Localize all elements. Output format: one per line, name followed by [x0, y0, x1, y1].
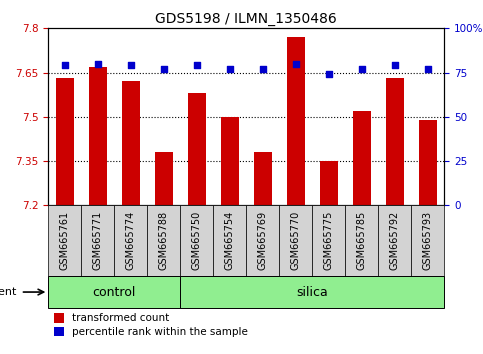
Bar [56, 79, 74, 205]
Bar [345, 205, 378, 276]
Text: silica: silica [297, 286, 328, 298]
Bar [48, 276, 180, 308]
Point [226, 66, 234, 72]
Text: GSM665770: GSM665770 [291, 211, 301, 270]
Bar [180, 205, 213, 276]
Text: GSM665792: GSM665792 [390, 211, 400, 270]
Bar [287, 37, 305, 205]
Bar [254, 152, 272, 205]
Text: GSM665761: GSM665761 [60, 211, 70, 270]
Bar [313, 205, 345, 276]
Bar [213, 205, 246, 276]
Bar [89, 67, 107, 205]
Bar [114, 205, 147, 276]
Bar [412, 205, 444, 276]
Point [259, 66, 267, 72]
Bar [386, 79, 404, 205]
Text: GSM665750: GSM665750 [192, 211, 202, 270]
Text: agent: agent [0, 287, 16, 297]
Bar [155, 152, 173, 205]
Point [292, 61, 300, 67]
Point [160, 66, 168, 72]
Text: GSM665788: GSM665788 [159, 211, 169, 270]
Title: GDS5198 / ILMN_1350486: GDS5198 / ILMN_1350486 [156, 12, 337, 26]
Legend: transformed count, percentile rank within the sample: transformed count, percentile rank withi… [54, 313, 248, 337]
Text: GSM665785: GSM665785 [357, 211, 367, 270]
Bar [320, 161, 338, 205]
Text: GSM665754: GSM665754 [225, 211, 235, 270]
Text: GSM665774: GSM665774 [126, 211, 136, 270]
Point [424, 66, 432, 72]
Bar [81, 205, 114, 276]
Point [94, 61, 102, 67]
Bar [221, 117, 239, 205]
Point [358, 66, 366, 72]
Bar [246, 205, 279, 276]
Bar [147, 205, 180, 276]
Text: control: control [93, 286, 136, 298]
Bar [279, 205, 313, 276]
Bar [188, 93, 206, 205]
Point [127, 63, 135, 68]
Point [61, 63, 69, 68]
Text: GSM665793: GSM665793 [423, 211, 433, 270]
Bar [419, 120, 437, 205]
Bar [48, 205, 81, 276]
Point [325, 72, 333, 77]
Bar [180, 276, 444, 308]
Text: GSM665775: GSM665775 [324, 211, 334, 270]
Point [193, 63, 201, 68]
Bar [122, 81, 140, 205]
Text: GSM665771: GSM665771 [93, 211, 103, 270]
Text: GSM665769: GSM665769 [258, 211, 268, 270]
Bar [378, 205, 412, 276]
Bar [353, 111, 371, 205]
Point [391, 63, 399, 68]
